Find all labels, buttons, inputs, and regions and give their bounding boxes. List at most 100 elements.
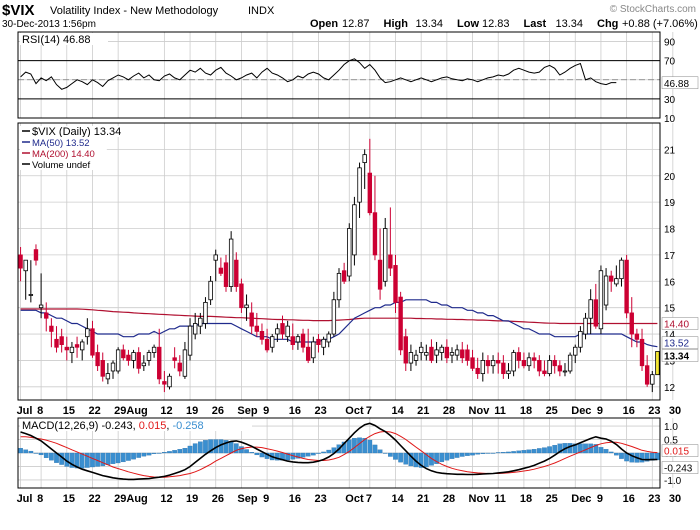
macd-histogram-bar (120, 452, 126, 463)
candle-body (439, 346, 444, 353)
candle-body (167, 375, 172, 388)
candle-body (18, 254, 23, 269)
macd-histogram-bar (28, 450, 34, 454)
candle-body (603, 275, 609, 306)
candle-body (429, 346, 434, 361)
legend-bg (20, 137, 102, 148)
x-tick-label: 14 (391, 493, 404, 505)
candle-body (270, 336, 275, 348)
candle-body (33, 249, 39, 261)
x-tick-label: Sep (237, 493, 257, 505)
value-label: -0.243 (664, 464, 693, 475)
macd-histogram-bar (547, 446, 552, 454)
macd-histogram-bar (162, 452, 167, 454)
x-tick-label: 15 (63, 405, 75, 417)
y-tick-label: 1.0 (664, 422, 678, 433)
candle-body (496, 360, 501, 364)
macd-histogram-bar (239, 446, 244, 454)
candle-body (28, 294, 34, 296)
macd-histogram-bar (614, 452, 619, 456)
x-tick-label: 26 (212, 493, 224, 505)
candle-body (80, 341, 85, 351)
legend-bg (20, 419, 252, 431)
x-tick-label: 15 (63, 493, 75, 505)
candle-body (490, 360, 496, 367)
macd-histogram-bar (172, 450, 177, 454)
x-tick-label: 22 (88, 405, 100, 417)
macd-histogram-bar (629, 452, 635, 463)
candle-body (639, 338, 645, 367)
candle-body (141, 362, 147, 367)
x-tick-label: 25 (546, 405, 558, 417)
x-tick-label: 21 (417, 493, 429, 505)
candle-body (454, 349, 460, 356)
x-tick-label: 19 (186, 493, 198, 505)
macd-histogram-bar (583, 443, 588, 454)
macd-histogram-bar (367, 439, 373, 454)
y-tick-label: -1.0 (664, 476, 682, 487)
y-tick-label: 14 (664, 330, 676, 341)
candle-body (198, 317, 203, 327)
y-tick-label: 12 (664, 383, 676, 394)
macd-histogram-bar (259, 452, 265, 458)
x-tick-label: 12 (160, 405, 172, 417)
candle-body (418, 346, 424, 353)
candle-body (460, 349, 465, 359)
x-tick-label: Sep (237, 405, 257, 417)
macd-histogram-bar (18, 448, 23, 454)
candle-body (321, 338, 326, 348)
x-tick-label: 9 (597, 405, 603, 417)
candle-body (547, 360, 552, 375)
macd-histogram-bar (167, 451, 172, 454)
x-tick-label: 9 (597, 493, 603, 505)
macd-histogram-bar (403, 452, 409, 465)
y-tick-label: 16 (664, 277, 676, 288)
macd-histogram-bar (177, 449, 183, 454)
macd-histogram-bar (598, 447, 604, 454)
candle-body (121, 349, 126, 359)
legend-bg (20, 148, 107, 159)
candle-body (449, 352, 455, 356)
macd-histogram-bar (33, 452, 39, 454)
candle-body (424, 352, 429, 356)
macd-histogram-bar (79, 452, 85, 469)
candle-body (192, 323, 198, 335)
x-tick-label: Jul (17, 405, 33, 417)
macd-histogram-bar (249, 452, 255, 454)
candle-body (521, 360, 527, 367)
candle-body (157, 346, 162, 380)
macd-histogram-bar (49, 452, 54, 461)
x-tick-label: 14 (391, 405, 404, 417)
candle-body (49, 325, 54, 332)
value-label-box (661, 317, 699, 330)
candle-body (300, 333, 306, 348)
macd-histogram-bar (444, 452, 450, 461)
macd-histogram-bar (506, 451, 511, 454)
candle-body (506, 370, 511, 375)
candle-body (100, 360, 105, 377)
quote-value: +0.88 (+7.06%) (622, 18, 698, 30)
macd-histogram-bar (38, 452, 44, 456)
macd-histogram-bar (593, 444, 599, 454)
candle-body (280, 323, 285, 335)
candle-body (336, 272, 342, 301)
candle-body (285, 325, 290, 338)
x-tick-label: 11 (494, 405, 506, 417)
macd-histogram-bar (567, 443, 573, 454)
legend-bg (20, 126, 135, 137)
candle-body (357, 167, 362, 203)
macd-histogram-bar (578, 443, 583, 454)
value-label-box (661, 336, 699, 349)
price-legend-item: MA(200) 14.40 (32, 149, 95, 160)
y-tick-label: 17 (664, 251, 676, 262)
macd-histogram-bar (495, 452, 501, 454)
candle-body (403, 336, 408, 364)
quote-value: 12.83 (482, 18, 510, 30)
x-tick-label: Oct (345, 405, 364, 417)
rsi-line (20, 58, 617, 90)
macd-histogram-bar (131, 452, 136, 460)
candle-body (275, 328, 280, 335)
candle-body (537, 360, 542, 372)
macd-histogram-bar (490, 452, 496, 454)
